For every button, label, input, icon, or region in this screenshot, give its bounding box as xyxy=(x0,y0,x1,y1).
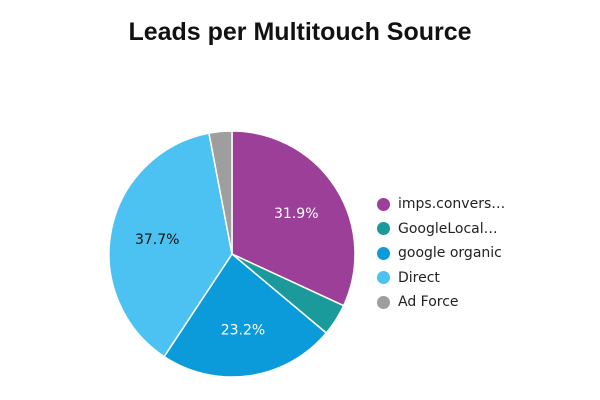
legend-swatch xyxy=(377,295,390,309)
legend-item-2: google organic xyxy=(377,241,505,266)
slice-label-0: 31.9% xyxy=(274,206,318,222)
slice-label-2: 23.2% xyxy=(221,322,265,338)
legend-label: Direct xyxy=(398,269,440,286)
legend-swatch xyxy=(377,271,390,285)
legend-swatch xyxy=(377,197,390,211)
legend-label: google organic xyxy=(398,245,502,262)
legend-item-0: imps.convers… xyxy=(377,192,505,217)
legend-label: GoogleLocal… xyxy=(398,220,498,237)
legend-item-1: GoogleLocal… xyxy=(377,217,505,242)
legend-item-4: Ad Force xyxy=(377,290,505,315)
pie-slice-3 xyxy=(108,132,233,358)
pie-slice-4 xyxy=(208,130,233,255)
legend-item-3: Direct xyxy=(377,266,505,291)
chart-title: Leads per Multitouch Source xyxy=(128,18,472,46)
legend-swatch xyxy=(377,246,390,260)
pie-slice-2 xyxy=(163,252,328,378)
legend-label: imps.convers… xyxy=(398,196,506,213)
legend-swatch xyxy=(377,222,390,236)
pie-slice-0 xyxy=(231,130,356,307)
chart-legend: imps.convers… GoogleLocal… google organic D… xyxy=(377,192,505,315)
legend-label: Ad Force xyxy=(398,294,459,311)
slice-label-3: 37.7% xyxy=(135,232,179,248)
